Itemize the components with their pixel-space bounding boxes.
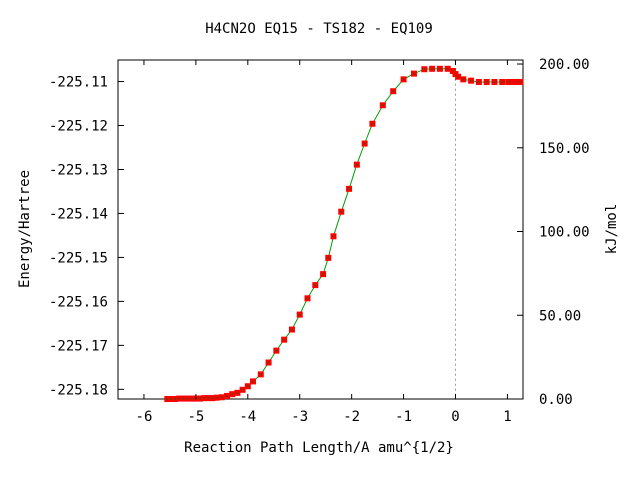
data-point-core [211,397,214,400]
x-tick-label: -5 [187,409,204,425]
x-tick-label: 1 [503,409,511,425]
series-line [167,68,521,400]
data-point-core [355,163,358,166]
y2-tick-label: 150.00 [539,141,590,157]
x-tick-label: -2 [343,409,360,425]
data-point-core [477,80,480,83]
data-point-core [267,361,270,364]
data-point-core [348,187,351,190]
plot-frame [117,59,524,400]
data-point-core [236,391,239,394]
data-point-core [485,80,488,83]
data-point-core [275,349,278,352]
y-axis-right: 200.00 150.00 100.00 50.00 0.00 [517,57,590,408]
data-point-core [507,80,510,83]
data-point-core [246,385,249,388]
data-point-core [332,235,335,238]
data-point-core [178,397,181,400]
data-point-core [402,78,405,81]
data-point-core [231,393,234,396]
data-point-core [169,398,172,400]
data-point-core [259,373,262,376]
data-point-core [462,78,465,81]
data-point-core [327,256,330,259]
plot-border [117,59,524,400]
data-point-core [252,380,254,383]
data-point-core [314,284,317,287]
y-axis-label: Energy/Hartree [17,170,33,288]
data-point-core [446,67,449,70]
data-point-core [431,67,434,70]
x-tick-label: -1 [395,409,412,425]
y-tick-label: -225.14 [49,206,108,222]
data-point-core [322,273,325,276]
data-point-core [283,338,286,341]
data-point-core [412,72,415,75]
x-tick-label: -3 [291,409,308,425]
data-point-core [166,398,169,400]
data-point-core [470,79,473,82]
y-tick-label: -225.15 [49,250,108,266]
data-point-core [199,397,202,400]
data-point-core [438,67,441,70]
x-tick-label: -4 [239,409,256,425]
data-point-core [306,297,309,300]
data-point-core [241,388,244,391]
y2-tick-label: 100.00 [539,225,590,241]
x-tick-label: -6 [136,409,153,425]
data-point-core [182,397,185,400]
data-point-core [451,69,454,72]
x-axis-label: Reaction Path Length/A amu^{1/2} [184,440,454,456]
data-point-core [174,398,177,400]
data-point-core [340,210,343,213]
y2-axis-label: kJ/mol [604,204,620,255]
data-point-core [215,396,218,399]
data-point-core [371,122,374,125]
y-tick-label: -225.16 [49,294,108,310]
data-point-core [519,80,522,83]
chart-title: H4CN2O EQ15 - TS182 - EQ109 [205,21,433,37]
data-points [164,65,524,402]
data-point-core [220,396,223,399]
data-point-core [190,397,193,400]
y-tick-label: -225.17 [49,338,108,354]
y2-tick-label: 200.00 [539,57,590,73]
data-point-core [381,104,384,107]
y-tick-label: -225.18 [49,382,108,398]
y-tick-label: -225.13 [49,162,108,178]
data-point-core [363,142,366,145]
x-tick-label: 0 [451,409,459,425]
x-axis: -6 -5 -4 -3 -2 -1 0 1 [136,60,512,425]
data-point-core [493,80,496,83]
data-point-core [423,68,426,71]
data-point-core [298,313,301,316]
data-point-core [511,80,514,83]
data-point-core [457,75,460,78]
data-point-core [392,90,395,93]
data-point-core [207,397,210,400]
y2-tick-label: 50.00 [539,308,581,324]
y-axis-left: -225.11 -225.12 -225.13 -225.14 -225.15 -225.… [49,75,124,398]
data-point-core [226,394,229,397]
data-point-core [290,328,293,331]
y-tick-label: -225.12 [49,119,108,135]
data-point-core [203,397,206,400]
y-tick-label: -225.11 [49,75,108,91]
y2-tick-label: 0.00 [539,392,573,408]
data-point-core [186,397,189,400]
data-point-core [501,80,504,83]
